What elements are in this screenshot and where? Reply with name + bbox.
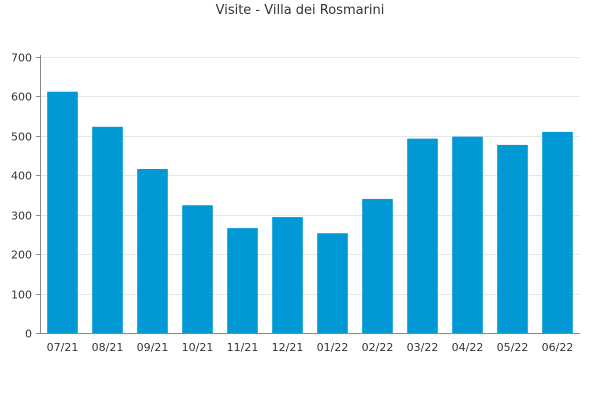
bar-02-22 <box>362 198 393 333</box>
x-tick-label: 08/21 <box>92 341 124 354</box>
chart-title: Visite - Villa dei Rosmarini <box>215 3 385 18</box>
bar-09-21 <box>137 168 168 333</box>
x-tick-label: 03/22 <box>407 341 439 354</box>
bar-01-22 <box>317 233 348 333</box>
bar-04-22 <box>452 136 483 333</box>
y-tick-label: 600 <box>11 91 32 104</box>
axes <box>36 55 580 334</box>
y-tick-label: 400 <box>11 170 32 183</box>
x-tick-label: 07/21 <box>47 341 79 354</box>
y-tick-label: 700 <box>11 52 32 65</box>
y-axis-tick-labels: 0 100 200 300 400 500 600 700 <box>11 52 32 341</box>
y-tick-label: 100 <box>11 289 32 302</box>
x-tick-label: 06/22 <box>542 341 574 354</box>
bars <box>47 91 573 333</box>
x-tick-label: 02/22 <box>362 341 394 354</box>
bar-11-21 <box>227 228 258 333</box>
gridlines <box>40 57 580 295</box>
bar-06-22 <box>542 131 573 333</box>
x-axis-tick-labels: 07/21 08/21 09/21 10/21 11/21 12/21 01/22 02/22… <box>47 341 574 354</box>
bar-12-21 <box>272 217 303 333</box>
x-tick-label: 10/21 <box>182 341 214 354</box>
y-tick-label: 500 <box>11 131 32 144</box>
bar-03-22 <box>407 138 438 333</box>
x-tick-label: 11/21 <box>227 341 259 354</box>
y-tick-label: 0 <box>25 328 32 341</box>
bar-10-21 <box>182 205 213 333</box>
bar-07-21 <box>47 91 78 333</box>
x-tick-label: 05/22 <box>497 341 529 354</box>
x-tick-label: 01/22 <box>317 341 349 354</box>
x-tick-label: 12/21 <box>272 341 304 354</box>
bar-08-21 <box>92 126 123 333</box>
x-tick-label: 09/21 <box>137 341 169 354</box>
y-tick-label: 200 <box>11 249 32 262</box>
x-tick-label: 04/22 <box>452 341 484 354</box>
y-tick-label: 300 <box>11 210 32 223</box>
bar-05-22 <box>497 144 528 333</box>
